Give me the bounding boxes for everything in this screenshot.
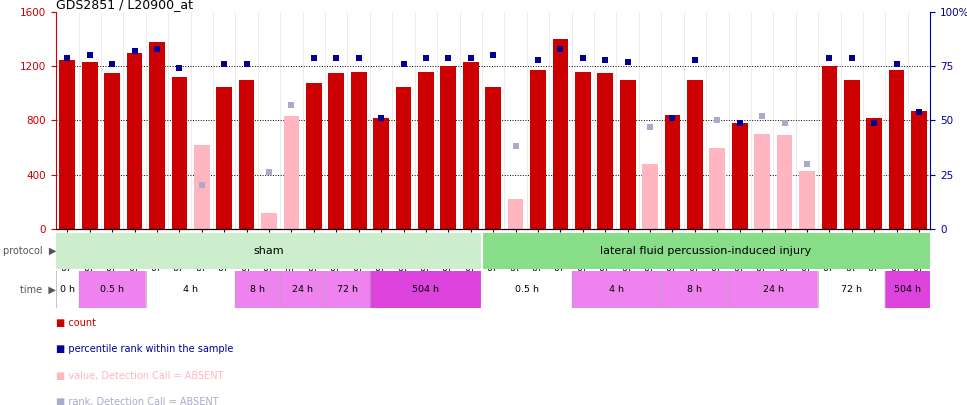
Text: 4 h: 4 h bbox=[609, 285, 624, 294]
Bar bbox=[710, 147, 725, 229]
Bar bbox=[280, 271, 325, 308]
Bar bbox=[56, 271, 78, 308]
Bar bbox=[911, 111, 927, 229]
Text: 0 h: 0 h bbox=[60, 285, 74, 294]
Bar bbox=[485, 87, 501, 229]
Text: 8 h: 8 h bbox=[250, 285, 265, 294]
Bar bbox=[799, 171, 815, 229]
Bar bbox=[146, 271, 235, 308]
Bar bbox=[329, 73, 344, 229]
Text: ■ rank, Detection Call = ABSENT: ■ rank, Detection Call = ABSENT bbox=[56, 397, 219, 405]
Text: 72 h: 72 h bbox=[337, 285, 358, 294]
Bar bbox=[78, 271, 146, 308]
Text: 24 h: 24 h bbox=[763, 285, 784, 294]
Bar bbox=[127, 53, 142, 229]
Bar bbox=[261, 213, 277, 229]
Bar bbox=[235, 271, 280, 308]
Text: 72 h: 72 h bbox=[841, 285, 863, 294]
Bar bbox=[571, 271, 661, 308]
Text: ■ count: ■ count bbox=[56, 318, 96, 328]
Bar bbox=[754, 134, 770, 229]
Bar bbox=[482, 233, 930, 269]
Text: time  ▶: time ▶ bbox=[20, 285, 56, 294]
Text: lateral fluid percussion-induced injury: lateral fluid percussion-induced injury bbox=[601, 246, 811, 256]
Bar bbox=[866, 118, 882, 229]
Text: 4 h: 4 h bbox=[183, 285, 198, 294]
Bar bbox=[818, 271, 886, 308]
Bar bbox=[575, 72, 591, 229]
Text: 24 h: 24 h bbox=[292, 285, 313, 294]
Text: ■ value, Detection Call = ABSENT: ■ value, Detection Call = ABSENT bbox=[56, 371, 223, 381]
Bar bbox=[396, 87, 411, 229]
Bar bbox=[530, 70, 545, 229]
Text: 8 h: 8 h bbox=[688, 285, 702, 294]
Bar bbox=[82, 62, 98, 229]
Text: protocol  ▶: protocol ▶ bbox=[3, 246, 56, 256]
Text: GDS2851 / L20900_at: GDS2851 / L20900_at bbox=[56, 0, 193, 11]
Text: 504 h: 504 h bbox=[413, 285, 439, 294]
Text: sham: sham bbox=[253, 246, 284, 256]
Bar bbox=[508, 199, 523, 229]
Bar bbox=[732, 123, 747, 229]
Bar bbox=[239, 80, 254, 229]
Bar bbox=[56, 233, 482, 269]
Bar bbox=[373, 118, 389, 229]
Bar bbox=[728, 271, 818, 308]
Bar bbox=[620, 80, 635, 229]
Bar bbox=[822, 66, 837, 229]
Text: 0.5 h: 0.5 h bbox=[101, 285, 124, 294]
Bar bbox=[149, 42, 164, 229]
Bar bbox=[59, 60, 75, 229]
Bar bbox=[325, 271, 370, 308]
Bar bbox=[217, 87, 232, 229]
Bar bbox=[777, 135, 792, 229]
Bar bbox=[598, 73, 613, 229]
Bar bbox=[441, 66, 456, 229]
Bar bbox=[104, 73, 120, 229]
Bar bbox=[283, 116, 299, 229]
Text: ■ percentile rank within the sample: ■ percentile rank within the sample bbox=[56, 344, 233, 354]
Bar bbox=[306, 83, 322, 229]
Bar bbox=[370, 271, 482, 308]
Text: 504 h: 504 h bbox=[894, 285, 922, 294]
Bar bbox=[351, 72, 366, 229]
Bar bbox=[463, 62, 479, 229]
Bar bbox=[194, 145, 210, 229]
Bar bbox=[889, 70, 904, 229]
Text: 0.5 h: 0.5 h bbox=[514, 285, 539, 294]
Bar bbox=[418, 72, 434, 229]
Bar bbox=[688, 80, 703, 229]
Bar bbox=[886, 271, 930, 308]
Bar bbox=[482, 271, 571, 308]
Bar bbox=[664, 115, 681, 229]
Bar bbox=[552, 39, 569, 229]
Bar bbox=[171, 77, 188, 229]
Bar bbox=[844, 80, 860, 229]
Bar bbox=[642, 164, 658, 229]
Bar bbox=[661, 271, 728, 308]
